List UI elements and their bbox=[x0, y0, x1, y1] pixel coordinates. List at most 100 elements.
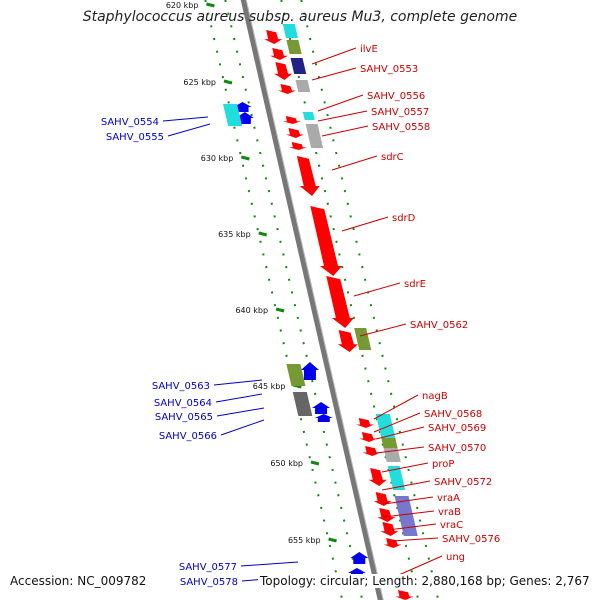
tick-mark bbox=[310, 460, 320, 466]
forward-leader-line bbox=[375, 446, 425, 454]
tick-marks: 620 kbp 625 kbp 630 kbp 635 kbp 640 kbp 645 k… bbox=[166, 1, 337, 545]
map-title: Staphylococcus aureus subsp. aureus Mu3,… bbox=[82, 9, 518, 25]
outer-forward-guide bbox=[300, 0, 440, 600]
tick-mark bbox=[258, 231, 268, 237]
backbone-highlight bbox=[245, 0, 384, 600]
reverse-leader-line bbox=[220, 419, 265, 436]
reverse-gene-arrow bbox=[300, 362, 319, 380]
forward-gene-arrow bbox=[359, 432, 378, 442]
reverse-gene-label: SAHV_0565 bbox=[155, 412, 213, 423]
forward-gene-arrow bbox=[383, 538, 402, 548]
forward-leader-line bbox=[373, 394, 419, 420]
reverse-leader-line bbox=[240, 561, 299, 567]
forward-leader-line bbox=[383, 496, 434, 505]
genome-backbone bbox=[240, 0, 384, 600]
forward-gene-arrow bbox=[395, 590, 414, 600]
cog-color-box bbox=[394, 496, 418, 536]
reverse-gene-label: SAHV_0566 bbox=[159, 431, 217, 442]
forward-leader-line bbox=[311, 47, 357, 65]
forward-gene-arrow bbox=[296, 156, 320, 196]
forward-gene-label: sdrC bbox=[381, 152, 404, 163]
forward-gene-label: ilvE bbox=[360, 44, 378, 55]
reverse-gene-arrow bbox=[314, 414, 333, 422]
cog-color-box bbox=[305, 124, 324, 148]
tick-mark bbox=[275, 307, 285, 313]
cog-color-box bbox=[375, 414, 394, 428]
cog-color-box bbox=[286, 364, 306, 386]
forward-leader-line bbox=[373, 412, 421, 433]
forward-gene-label: SAHV_0572 bbox=[434, 477, 492, 488]
forward-leader-line bbox=[391, 537, 439, 542]
reverse-gene-label: SAHV_0563 bbox=[152, 381, 210, 392]
forward-leader-line bbox=[359, 323, 407, 337]
forward-leader-line bbox=[311, 67, 357, 81]
tick-mark bbox=[240, 155, 250, 161]
reverse-leader-line bbox=[162, 116, 209, 122]
forward-gene-arrow bbox=[373, 492, 392, 506]
forward-gene-arrow bbox=[380, 522, 399, 536]
label-leader-lines bbox=[162, 47, 443, 582]
gene-labels: ilvE SAHV_0553 SAHV_0556 SAHV_0557 SAHV_0558… bbox=[101, 44, 500, 588]
cog-color-box bbox=[290, 58, 307, 74]
cog-color-box bbox=[292, 392, 313, 416]
reverse-leader-line bbox=[215, 393, 263, 403]
tick-label: 620 kbp bbox=[166, 1, 199, 10]
tick-label: 635 kbp bbox=[218, 230, 251, 239]
forward-leader-line bbox=[381, 462, 429, 473]
forward-gene-arrow bbox=[282, 116, 301, 124]
forward-gene-arrow bbox=[326, 276, 354, 328]
gene-features bbox=[223, 24, 418, 600]
forward-gene-label: vraB bbox=[438, 507, 461, 518]
forward-gene-label: proP bbox=[432, 459, 454, 470]
forward-gene-arrow bbox=[310, 206, 343, 276]
topology-text: Topology: circular; Length: 2,880,168 bp… bbox=[258, 574, 592, 588]
forward-leader-line bbox=[375, 426, 425, 440]
forward-gene-arrow bbox=[274, 62, 293, 80]
cog-color-box bbox=[354, 328, 372, 350]
accession-text: Accession: NC_009782 bbox=[8, 574, 149, 588]
reverse-gene-arrow bbox=[350, 552, 369, 564]
tick-label: 645 kbp bbox=[253, 382, 286, 391]
reverse-leader-line bbox=[213, 379, 263, 386]
forward-gene-label: SAHV_0558 bbox=[372, 122, 430, 133]
cog-color-box bbox=[295, 80, 311, 92]
forward-gene-label: ung bbox=[446, 552, 465, 563]
forward-gene-arrow bbox=[377, 508, 396, 522]
forward-leader-line bbox=[387, 523, 437, 531]
forward-gene-label: SAHV_0556 bbox=[367, 91, 425, 102]
forward-gene-label: sdrE bbox=[404, 279, 426, 290]
cog-color-box bbox=[282, 24, 298, 38]
forward-leader-line bbox=[331, 155, 378, 171]
forward-gene-label: SAHV_0568 bbox=[424, 409, 482, 420]
tick-mark bbox=[223, 79, 233, 85]
forward-gene-label: sdrD bbox=[392, 213, 416, 224]
reverse-gene-label: SAHV_0564 bbox=[154, 398, 212, 409]
forward-leader-line bbox=[341, 216, 389, 232]
forward-gene-arrow bbox=[270, 48, 289, 60]
forward-gene-arrow bbox=[368, 468, 387, 486]
reverse-leader-line bbox=[167, 123, 211, 137]
forward-gene-label: SAHV_0570 bbox=[428, 443, 486, 454]
forward-gene-label: vraA bbox=[437, 493, 460, 504]
cog-color-box bbox=[286, 40, 302, 54]
forward-leader-line bbox=[381, 480, 431, 491]
forward-gene-arrow bbox=[362, 446, 381, 456]
forward-gene-arrow bbox=[356, 418, 375, 428]
reverse-gene-label: SAHV_0554 bbox=[101, 117, 159, 128]
forward-gene-label: SAHV_0569 bbox=[428, 423, 486, 434]
forward-leader-line bbox=[317, 94, 364, 112]
forward-gene-arrow bbox=[277, 84, 296, 94]
reverse-gene-label: SAHV_0578 bbox=[180, 577, 238, 588]
cog-color-box bbox=[302, 112, 315, 120]
forward-gene-arrow bbox=[264, 30, 283, 44]
forward-leader-line bbox=[321, 125, 369, 137]
forward-gene-arrow bbox=[337, 330, 358, 352]
backbone-line bbox=[240, 0, 383, 600]
forward-leader-line bbox=[383, 510, 435, 518]
forward-leader-line bbox=[317, 110, 368, 122]
reverse-gene-label: SAHV_0555 bbox=[106, 132, 164, 143]
cog-color-box bbox=[381, 438, 398, 448]
forward-gene-arrow bbox=[288, 142, 307, 150]
